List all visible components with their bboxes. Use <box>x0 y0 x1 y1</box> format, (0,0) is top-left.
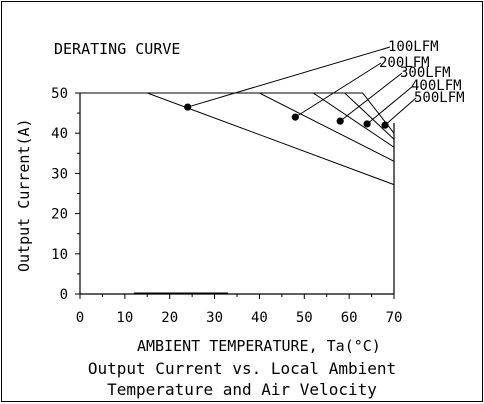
legend-leader-500lfm <box>384 97 417 126</box>
caption-line-2: Temperature and Air Velocity <box>107 380 377 399</box>
x-tick-label: 30 <box>206 310 223 326</box>
series-line-100lfm <box>80 92 395 186</box>
legend-leader-200lfm <box>295 62 382 118</box>
x-tick-label: 60 <box>341 310 358 326</box>
series-marker-100lfm <box>184 103 192 111</box>
y-tick-label: 10 <box>51 247 68 263</box>
legend-leader-400lfm <box>366 85 414 125</box>
x-tick-label: 70 <box>386 310 403 326</box>
series-line-300lfm <box>80 92 395 148</box>
x-tick-label: 0 <box>76 310 84 326</box>
x-tick-label: 20 <box>161 310 178 326</box>
y-axis-label: Output Current(A) <box>15 118 33 272</box>
plot-area: 0 10 20 30 40 50 60 70 0 10 20 30 40 50 100LFM200LFM30… <box>51 39 464 326</box>
caption-line-1: Output Current vs. Local Ambient <box>88 359 396 378</box>
x-tick-label: 10 <box>116 310 133 326</box>
chart-title: DERATING CURVE <box>54 40 180 58</box>
legend-leader-100lfm <box>187 46 391 108</box>
y-tick-label: 50 <box>51 86 68 102</box>
x-axis-label: AMBIENT TEMPERATURE, Ta(°C) <box>137 337 381 355</box>
series-line-500lfm <box>80 92 395 134</box>
series-line-200lfm <box>80 92 395 162</box>
legend-leader-300lfm <box>339 72 403 122</box>
y-tick-label: 20 <box>51 207 68 223</box>
legend-label-200lfm: 200LFM <box>379 55 430 71</box>
y-tick-label: 30 <box>51 166 68 182</box>
legend-label-300lfm: 300LFM <box>400 65 451 81</box>
legend-label-500lfm: 500LFM <box>414 90 465 106</box>
x-tick-label: 40 <box>251 310 268 326</box>
legend-label-100lfm: 100LFM <box>388 39 439 55</box>
legend-label-400lfm: 400LFM <box>411 78 462 94</box>
x-tick-label: 50 <box>296 310 313 326</box>
y-tick-label: 0 <box>60 287 68 303</box>
y-tick-label: 40 <box>51 126 68 142</box>
